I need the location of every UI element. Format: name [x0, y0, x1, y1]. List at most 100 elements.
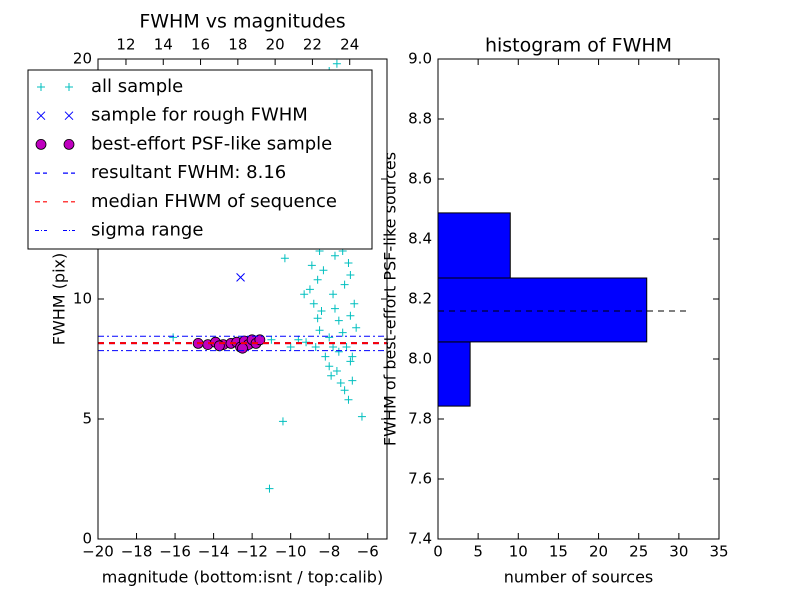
x-marker	[64, 111, 74, 121]
x2-tick-label: 18	[228, 36, 247, 54]
plus-marker	[346, 357, 355, 366]
x-axis-label: number of sources	[504, 568, 654, 587]
y-axis-label: FWHM (pix)	[50, 253, 69, 346]
plus-marker	[329, 343, 338, 351]
y-tick-label: 10	[73, 290, 92, 308]
plus-marker	[169, 333, 178, 342]
x-tick-label: −20	[82, 543, 114, 561]
y-tick-label: 0	[82, 530, 92, 548]
x2-tick-label: 12	[116, 36, 135, 54]
plus-marker	[305, 285, 314, 294]
y-tick-label: 5	[82, 410, 92, 428]
y-tick-label: 20	[73, 50, 92, 68]
y-tick-label: 7.6	[408, 470, 432, 488]
plus-marker	[332, 59, 341, 68]
x-tick-label: −10	[275, 543, 307, 561]
x2-tick-label: 20	[266, 36, 285, 54]
y-tick-label: 8.4	[408, 230, 432, 248]
y-tick-label: 8.2	[408, 290, 432, 308]
plus-marker	[309, 299, 318, 308]
plus-marker	[350, 299, 359, 308]
plus-marker	[300, 290, 309, 299]
plus-marker	[327, 371, 336, 380]
chart-title: FWHM vs magnitudes	[139, 11, 345, 33]
histogram-bar	[437, 212, 511, 279]
axes-frame	[437, 58, 720, 540]
x2-tick-label: 14	[154, 36, 173, 54]
x-tick-label: 10	[509, 543, 528, 561]
x-tick-label: −18	[121, 543, 153, 561]
x-tick-label: 0	[433, 543, 443, 561]
x2-tick-label: 16	[191, 36, 210, 54]
plus-marker	[307, 261, 316, 270]
plus-marker	[330, 251, 339, 260]
y-tick-label: 8.0	[408, 350, 432, 368]
plus-marker	[352, 323, 361, 332]
x-tick-label: 35	[709, 543, 728, 561]
x-tick-label: 5	[473, 543, 483, 561]
plus-marker	[278, 417, 287, 426]
plus-marker	[319, 266, 328, 275]
legend-label: all sample	[91, 76, 183, 97]
plus-marker	[325, 333, 334, 342]
legend-label: sample for rough FWHM	[91, 105, 308, 126]
chart-title: histogram of FWHM	[485, 35, 672, 57]
x2-tick-label: 24	[340, 36, 359, 54]
circle-marker	[237, 342, 248, 354]
y-axis-label: FWHM of best-effort PSF-like sources	[381, 152, 400, 446]
plus-marker	[340, 280, 349, 289]
plus-marker	[313, 314, 322, 323]
plus-marker	[313, 275, 322, 284]
plus-marker	[334, 347, 343, 356]
plus-marker	[336, 379, 345, 387]
x-marker	[236, 273, 245, 282]
plus-marker	[280, 254, 289, 263]
plus-marker	[348, 376, 357, 385]
plus-marker	[267, 335, 276, 344]
x-tick-label: −6	[357, 543, 379, 561]
x-tick-label: −12	[236, 543, 268, 561]
plus-marker	[346, 311, 355, 320]
histogram-bar	[437, 341, 471, 407]
plus-marker	[334, 316, 343, 325]
plus-marker	[317, 307, 326, 315]
x-tick-label: 25	[629, 543, 648, 561]
plus-marker	[37, 83, 45, 91]
plus-marker	[357, 412, 366, 421]
plus-marker	[344, 395, 353, 404]
plus-marker	[315, 326, 324, 335]
legend-box	[27, 69, 373, 250]
x-axis-label: magnitude (bottom:isnt / top:calib)	[102, 568, 383, 587]
histogram-bar	[437, 277, 648, 343]
plus-marker	[332, 367, 341, 375]
plus-marker	[330, 304, 339, 313]
plus-marker	[65, 83, 73, 91]
circle-marker	[35, 138, 47, 150]
x-tick-label: 30	[669, 543, 688, 561]
plus-marker	[344, 259, 353, 267]
x-tick-label: 15	[549, 543, 568, 561]
plus-marker	[286, 343, 295, 351]
legend-label: median FHWM of sequence	[91, 191, 337, 212]
plus-marker	[346, 271, 355, 279]
y-tick-label: 8.8	[408, 110, 432, 128]
x-tick-label: −14	[198, 543, 230, 561]
y-tick-label: 7.8	[408, 410, 432, 428]
x-marker	[36, 111, 46, 121]
y-tick-label: 8.6	[408, 170, 432, 188]
axes-frame	[97, 58, 388, 540]
plus-marker	[348, 352, 357, 361]
plus-marker	[265, 484, 274, 493]
x-tick-label: 20	[589, 543, 608, 561]
legend-label: resultant FWHM: 8.16	[91, 162, 286, 183]
circle-marker	[63, 138, 75, 150]
x-tick-label: −16	[159, 543, 191, 561]
plus-marker	[340, 386, 349, 395]
x-tick-label: −8	[318, 543, 340, 561]
plus-marker	[329, 290, 338, 299]
x2-tick-label: 22	[303, 36, 322, 54]
y-tick-label: 7.4	[408, 530, 432, 548]
legend-label: best-effort PSF-like sample	[91, 133, 332, 154]
plus-marker	[325, 362, 334, 371]
